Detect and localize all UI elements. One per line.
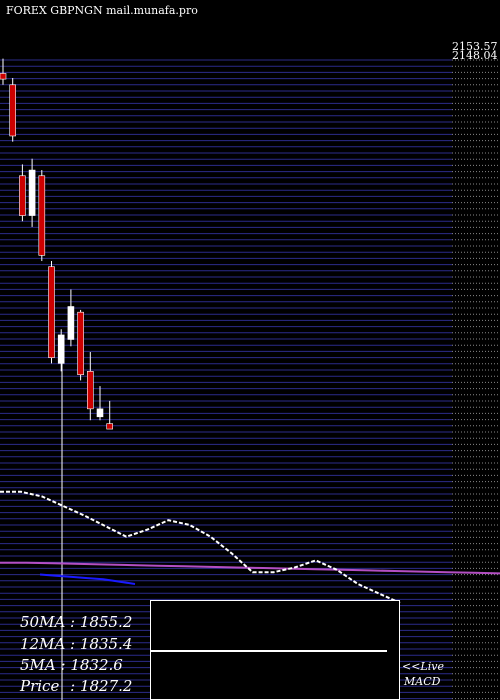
price-value: 1827.2: [79, 677, 133, 695]
candle-body: [57, 334, 65, 364]
ma5-value: 1832.6: [70, 656, 123, 674]
candle-body: [87, 371, 94, 410]
candle-body: [19, 175, 26, 216]
candle-body: [0, 73, 7, 80]
price-name: Price: [20, 677, 60, 695]
candle-body: [9, 84, 16, 137]
candles: [0, 58, 113, 430]
price-grid: [0, 59, 452, 700]
ma-fast-line: [0, 490, 401, 604]
candle-body: [48, 266, 55, 358]
price-axis-second-label: 2148.04: [452, 49, 498, 62]
price-axis-ticks: [452, 59, 498, 700]
candle-body: [77, 311, 84, 376]
ma12-value: 1835.4: [79, 635, 133, 653]
price-axis-top-label: 2153.57: [452, 40, 498, 53]
candle-body: [96, 408, 104, 418]
ma12-name: 12MA: [20, 635, 66, 653]
candle-body: [67, 306, 75, 340]
macd-label: MACD: [404, 675, 441, 688]
price-label: Price : 1827.2: [20, 677, 133, 695]
chart-title: FOREX GBPNGN mail.munafa.pro: [6, 4, 198, 17]
moving-average-lines: [0, 490, 500, 604]
ma-slow-line: [0, 561, 500, 575]
ma-mid-line: [39, 573, 136, 585]
ma50-label: 50MA : 1855.2: [20, 613, 133, 631]
candle-body: [28, 169, 36, 216]
macd-panel: [150, 600, 400, 700]
ma12-label: 12MA : 1835.4: [20, 635, 133, 653]
ma5-name: 5MA: [20, 656, 56, 674]
ma50-value: 1855.2: [79, 613, 133, 631]
macd-line: [151, 650, 387, 652]
ma50-name: 50MA: [20, 613, 66, 631]
candle-body: [38, 175, 46, 256]
ma5-label: 5MA : 1832.6: [20, 656, 123, 674]
candle-body: [106, 423, 113, 430]
live-link[interactable]: <<Live: [402, 660, 444, 673]
